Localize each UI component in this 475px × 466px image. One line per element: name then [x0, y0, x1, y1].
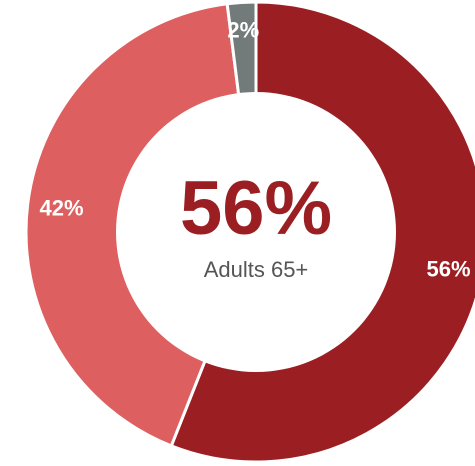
center-value: 56%	[180, 166, 332, 251]
slice-secondary-label: 42%	[40, 195, 84, 220]
slice-tertiary-label: 2%	[227, 17, 259, 42]
center-caption: Adults 65+	[204, 257, 309, 282]
slice-labels: 56% 42% 2%	[40, 17, 471, 281]
slice-primary-label: 56%	[427, 257, 471, 282]
donut-hole	[116, 92, 396, 372]
